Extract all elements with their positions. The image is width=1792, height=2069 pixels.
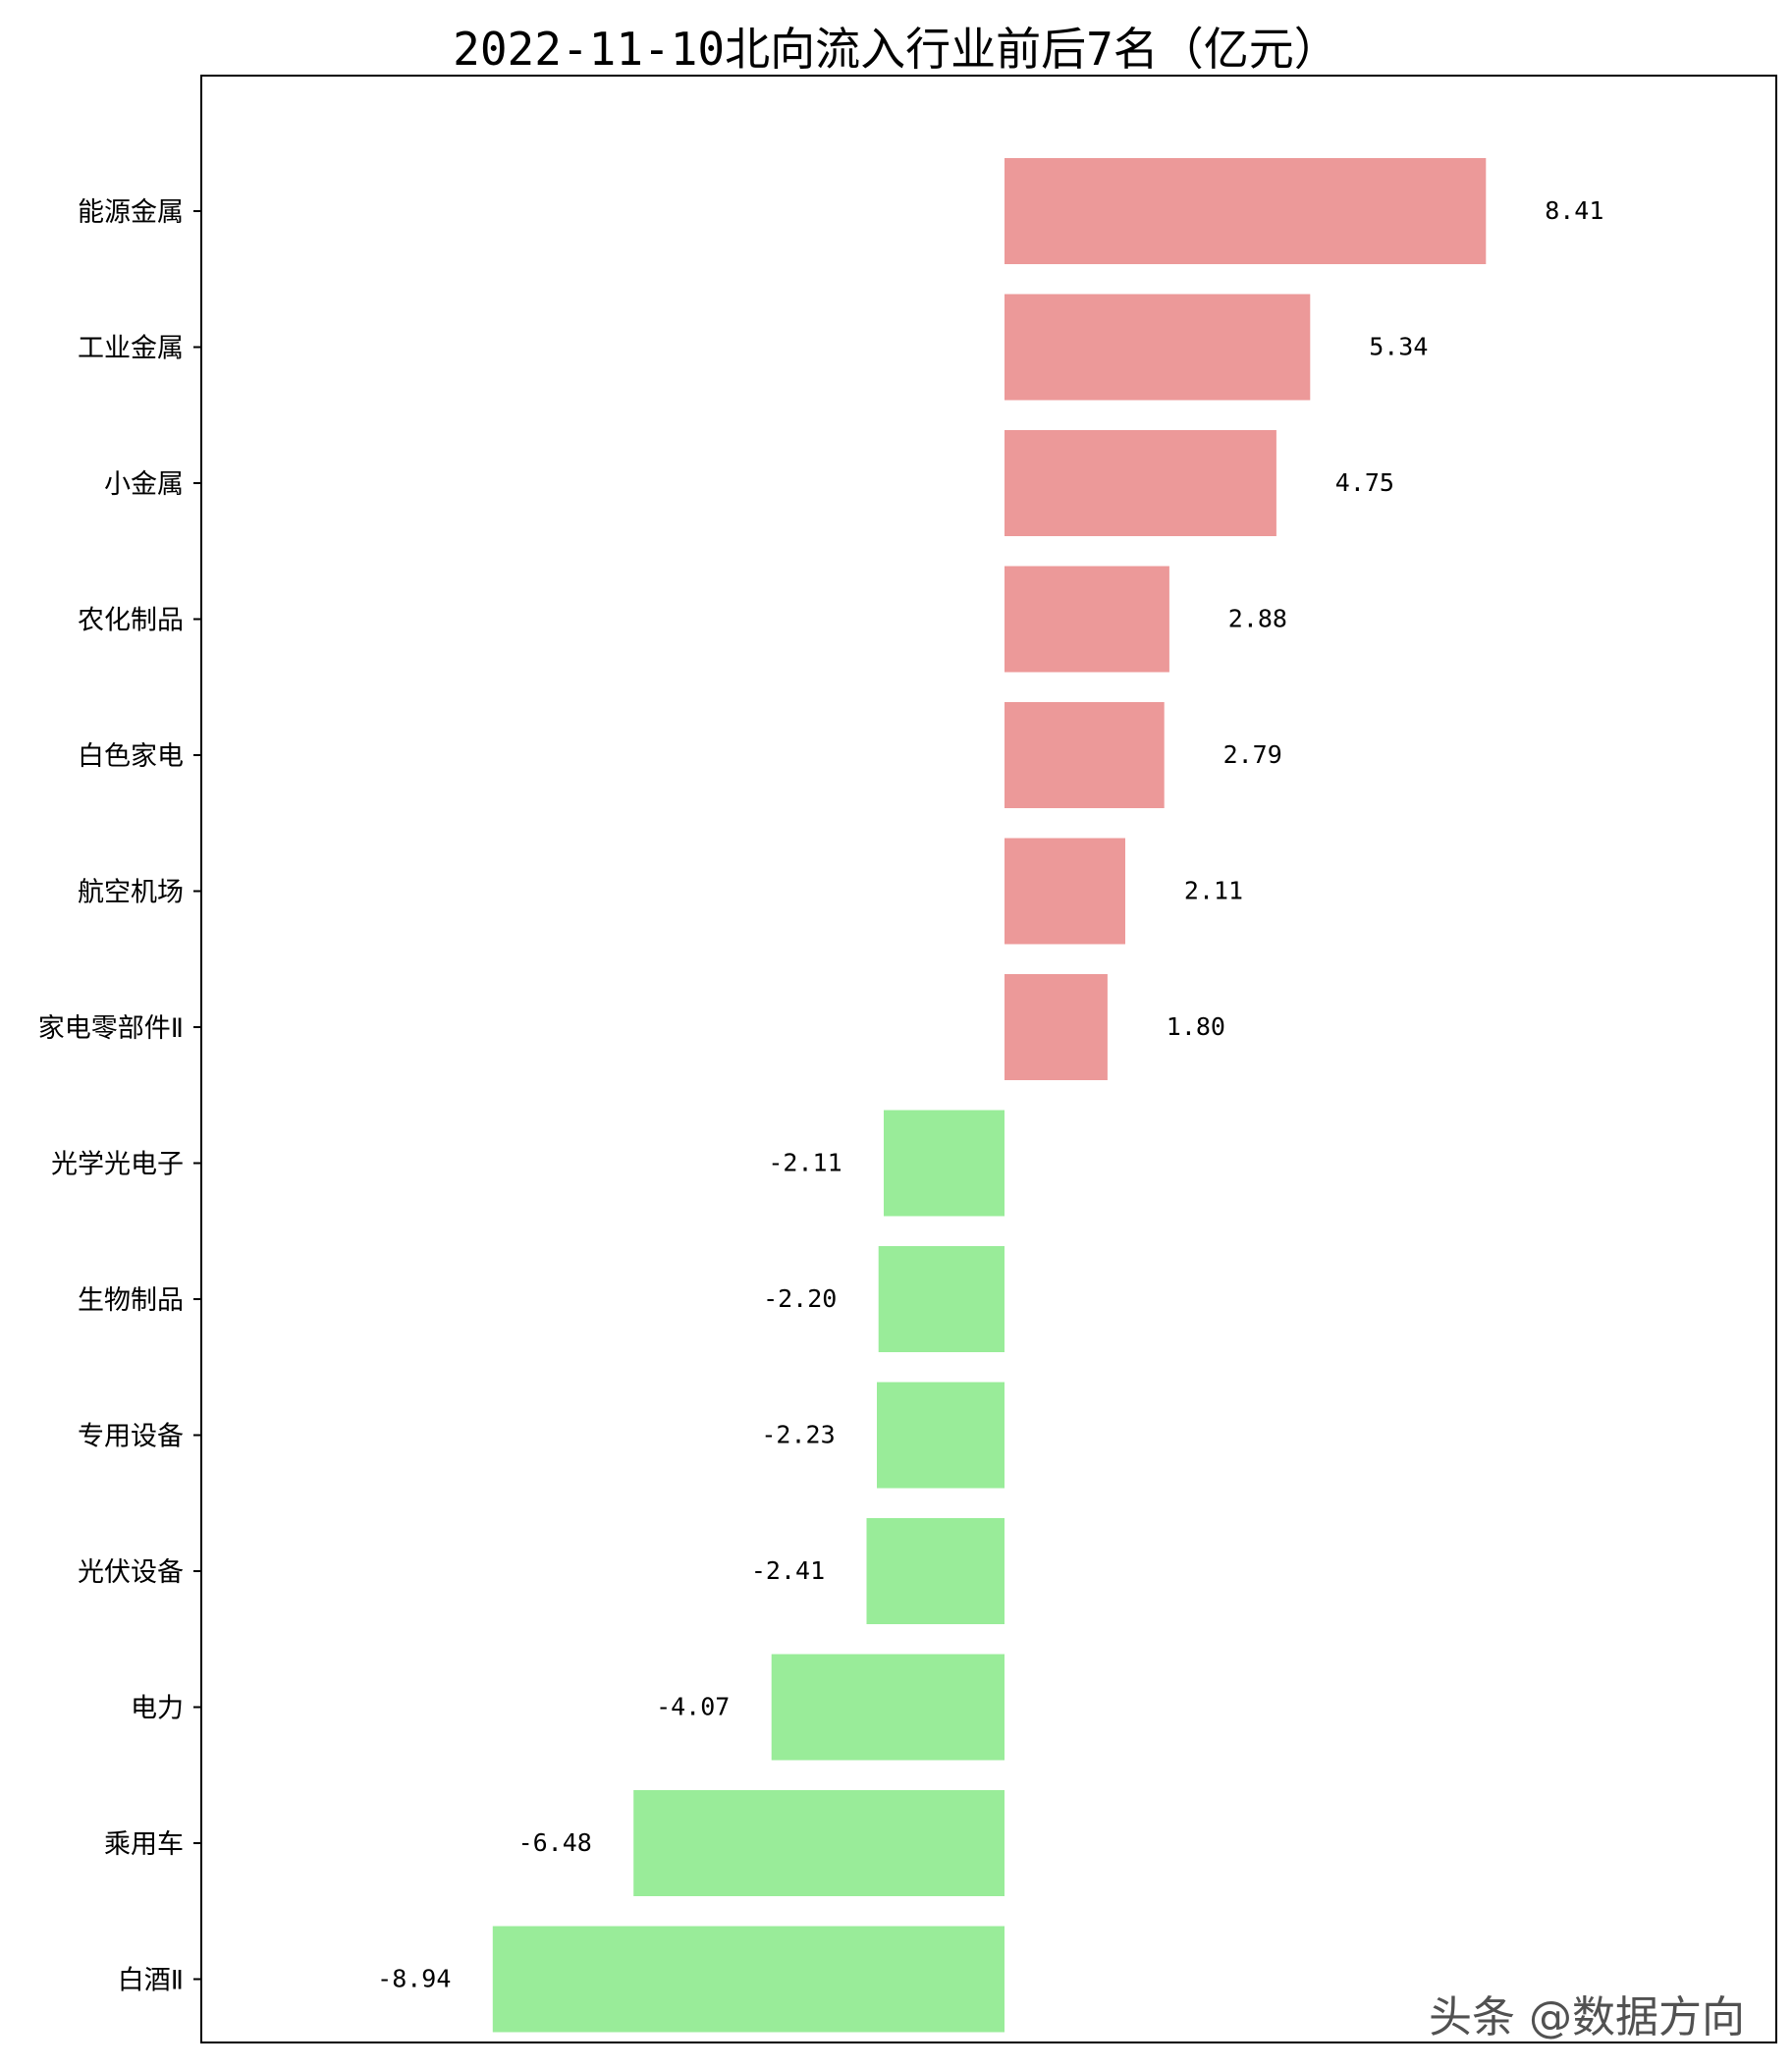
category-label-0: 能源金属 (78, 197, 184, 228)
category-label-6: 家电零部件Ⅱ (38, 1013, 184, 1044)
category-label-3: 农化制品 (78, 606, 184, 636)
value-label-4: 2.79 (1223, 740, 1282, 769)
category-label-7: 光学光电子 (51, 1150, 184, 1180)
category-label-9: 专用设备 (78, 1422, 184, 1452)
plot-frame (200, 75, 1777, 2043)
labels-layer: 能源金属 8.41 工业金属 5.34 小金属 4.75 农化制品 2.88 白色家电 2.79 航… (38, 196, 1604, 1996)
category-label-1: 工业金属 (78, 334, 184, 364)
value-label-5: 2.11 (1184, 877, 1243, 905)
value-label-11: -4.07 (656, 1693, 730, 1721)
bar-13 (492, 1926, 1005, 2033)
value-label-0: 8.41 (1545, 196, 1603, 225)
bar-7 (884, 1110, 1005, 1217)
bar-11 (771, 1654, 1005, 1761)
chart-title: 2022-11-10北向流入行业前后7名（亿元） (453, 23, 1339, 76)
value-label-12: -6.48 (518, 1828, 592, 1857)
category-label-2: 小金属 (104, 469, 184, 500)
bar-2 (1005, 430, 1276, 536)
value-label-3: 2.88 (1228, 605, 1287, 633)
category-label-11: 电力 (131, 1694, 184, 1724)
value-label-7: -2.11 (768, 1149, 842, 1177)
value-label-10: -2.41 (751, 1556, 825, 1585)
bar-6 (1005, 974, 1108, 1080)
bar-5 (1005, 838, 1125, 945)
value-label-1: 5.34 (1369, 333, 1428, 361)
bar-3 (1005, 566, 1169, 673)
bar-12 (633, 1790, 1005, 1896)
category-label-10: 光伏设备 (78, 1557, 184, 1588)
category-label-13: 白酒Ⅱ (118, 1966, 184, 1996)
value-label-2: 4.75 (1335, 468, 1394, 497)
value-label-6: 1.80 (1167, 1012, 1225, 1041)
bar-4 (1005, 702, 1165, 808)
value-label-9: -2.23 (761, 1421, 835, 1449)
bars-layer (492, 158, 1487, 2033)
watermark-text: 头条 @数据方向 (1429, 1992, 1745, 2042)
bar-1 (1005, 294, 1311, 401)
category-label-8: 生物制品 (78, 1285, 184, 1316)
bar-10 (866, 1518, 1005, 1624)
value-label-13: -8.94 (377, 1965, 451, 1993)
category-label-4: 白色家电 (78, 741, 184, 772)
bar-0 (1005, 158, 1487, 264)
category-label-12: 乘用车 (104, 1829, 184, 1860)
bar-8 (878, 1246, 1005, 1352)
category-label-5: 航空机场 (78, 878, 184, 908)
value-label-8: -2.20 (763, 1284, 837, 1313)
bar-9 (877, 1382, 1005, 1489)
